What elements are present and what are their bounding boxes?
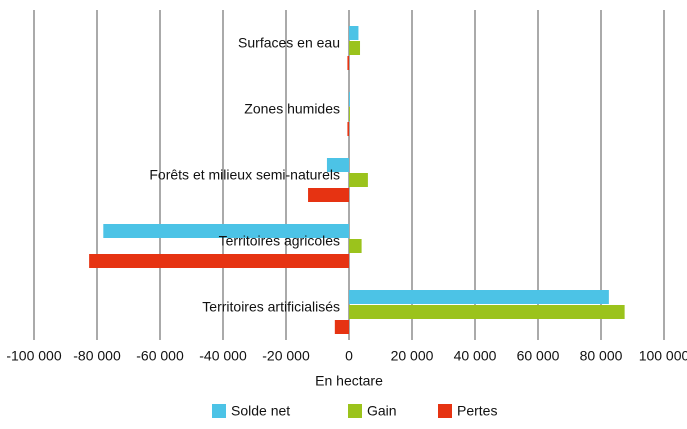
bar [334,320,349,334]
category-label: Territoires agricoles [219,233,340,249]
legend-label: Gain [367,403,397,419]
bar [347,122,349,136]
legend-label: Solde net [231,403,290,419]
bar [349,305,625,319]
x-tick-label: -80 000 [73,348,121,364]
category-label: Surfaces en eau [238,35,340,51]
bar [349,173,368,187]
x-tick-label: 60 000 [517,348,560,364]
x-tick-label: -60 000 [136,348,184,364]
x-tick-label: -40 000 [199,348,247,364]
x-tick-label: 20 000 [391,348,434,364]
legend-label: Pertes [457,403,497,419]
bar [349,239,362,253]
bar [349,41,361,55]
x-tick-label: 100 000 [639,348,687,364]
category-label: Forêts et milieux semi-naturels [149,167,340,183]
bar [326,158,349,172]
bar [89,254,349,268]
bar [349,107,350,121]
legend-swatch [348,404,362,418]
category-label: Territoires artificialisés [202,299,340,315]
x-tick-label: -100 000 [6,348,61,364]
bar [349,290,609,304]
legend-swatch [212,404,226,418]
bar [347,56,349,70]
x-tick-label: 40 000 [454,348,497,364]
legend-swatch [438,404,452,418]
category-label: Zones humides [244,101,340,117]
x-tick-label: -20 000 [262,348,310,364]
x-axis-label: En hectare [315,373,383,389]
bar [308,188,349,202]
bar [103,224,349,238]
x-tick-label: 0 [345,348,353,364]
bar [349,92,350,106]
x-tick-label: 80 000 [580,348,623,364]
bar [349,26,359,40]
